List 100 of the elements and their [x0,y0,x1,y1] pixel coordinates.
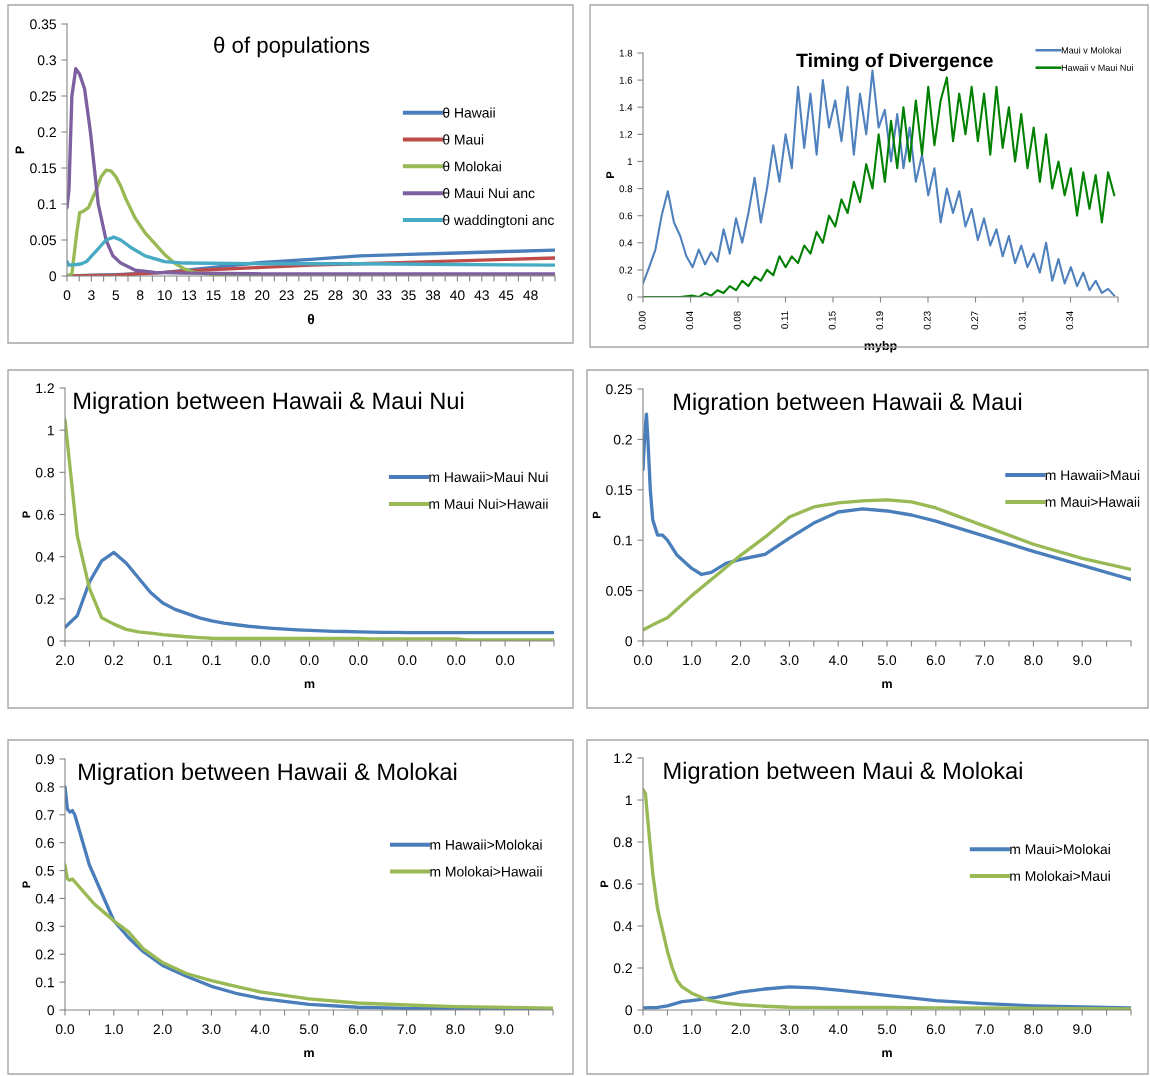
y-tick-label: 0.8 [35,782,54,793]
x-tick-label: 2.0 [731,1024,750,1035]
line-series [67,235,555,267]
x-tick-label: 13 [182,290,197,301]
x-tick-label: 5.0 [877,655,897,666]
y-tick-label: 0.1 [35,977,54,988]
y-tick-label: 0.7 [35,810,54,820]
x-tick-label: 4.0 [828,655,848,666]
x-tick-label: 3.0 [780,1024,799,1035]
y-axis-title: P [22,511,31,518]
x-tick-label: 0.1 [202,655,221,666]
x-tick-label: 7.0 [397,1024,416,1035]
x-tick-label: 2.0 [56,655,75,666]
x-tick-label: 40 [450,290,465,301]
x-axis-title: m [882,1050,892,1058]
x-tick-label: 6.0 [348,1024,367,1035]
x-tick-label: 15 [206,290,221,301]
y-tick-label: 0.6 [35,509,54,520]
legend-label: θ Molokai [443,161,501,172]
x-tick-label: 0.31 [1018,311,1026,330]
x-tick-label: 0.0 [349,655,368,666]
y-tick-label: 1.2 [36,383,54,394]
y-tick-label: 0.3 [35,921,54,932]
x-tick-label: 30 [352,290,367,301]
y-tick-label: 0.8 [613,837,632,848]
x-tick-label: 0.0 [251,655,270,666]
x-tick-label: 43 [474,290,489,301]
y-tick-label: 0.5 [35,865,54,876]
y-tick-label: 1 [627,158,633,165]
x-tick-label: 8 [136,290,144,301]
x-tick-label: 1.0 [683,655,701,666]
legend-label: θ Maui [443,134,484,145]
x-tick-label: 0.0 [633,655,653,666]
legend-label: m Maui Nui>Hawaii [429,498,548,509]
x-tick-label: 20 [255,290,270,301]
y-axis-title: P [15,146,25,154]
x-tick-label: 0.0 [447,655,466,666]
x-tick-label: 7.0 [975,1024,994,1035]
y-tick-label: 1 [47,425,54,436]
x-tick-label: 0.15 [828,311,836,330]
y-tick-label: 0.25 [606,384,632,395]
x-tick-label: 25 [303,290,319,301]
legend-label: Maui v Molokai [1061,46,1121,54]
x-tick-label: 8.0 [1024,1024,1043,1035]
y-tick-label: 0.6 [613,879,632,890]
x-tick-label: 33 [377,290,392,301]
x-tick-label: 7.0 [975,655,994,666]
x-tick-label: 8.0 [1024,655,1043,666]
chart-title: Migration between Hawaii & Maui [674,392,1022,415]
y-tick-label: 0.4 [35,552,55,562]
y-tick-label: 0.3 [37,55,56,66]
x-tick-label: 18 [231,290,245,301]
legend-label: m Maui>Hawaii [1045,496,1140,507]
legend-label: m Hawaii>Maui Nui [429,471,548,483]
x-axis-title: θ [307,313,315,325]
y-axis-title: P [600,880,609,887]
x-tick-label: 5.0 [299,1024,319,1035]
x-tick-label: 9.0 [1073,1024,1092,1035]
x-tick-label: 4.0 [250,1024,270,1035]
x-tick-label: 0.0 [300,655,319,666]
x-tick-label: 2.0 [731,655,750,666]
y-axis-title: P [22,881,31,888]
legend-label: m Hawaii>Maui [1045,469,1140,481]
legend-label: m Hawaii>Molokai [430,839,542,850]
text: θ of populations [214,36,370,58]
line-series [65,550,554,635]
y-tick-label: 0.05 [606,585,632,596]
y-tick-label: 0.8 [619,185,633,193]
x-tick-label: 6.0 [926,1024,945,1035]
y-tick-label: 0 [625,1005,633,1016]
y-tick-label: 0.2 [35,949,54,960]
y-tick-label: 1.6 [619,76,633,84]
x-tick-label: 0.0 [55,1024,75,1035]
x-tick-label: 6.0 [926,655,945,666]
x-tick-label: 0.23 [923,311,931,330]
y-tick-label: 0.4 [35,893,55,904]
legend-label: θ Maui Nui anc [443,188,535,199]
x-tick-label: 0.34 [1066,311,1074,330]
x-tick-label: 9.0 [1073,655,1092,666]
y-tick-label: 0 [625,636,633,647]
x-tick-label: 0.1 [153,655,172,666]
x-tick-label: 38 [425,290,441,301]
y-tick-label: 0.35 [30,19,56,30]
x-tick-label: 0.08 [733,311,741,330]
x-tick-label: 5.0 [877,1024,897,1035]
y-tick-label: 0.05 [30,235,56,246]
y-tick-label: 0.2 [613,963,632,974]
y-tick-label: 0.2 [35,594,54,604]
chart-title: Migration between Maui & Molokai [664,761,1022,784]
x-tick-label: 0.11 [781,311,789,329]
y-tick-label: 0.6 [35,838,54,848]
x-tick-label: 10 [157,290,172,301]
x-tick-label: 0.04 [686,311,694,330]
y-tick-label: 1 [625,795,632,806]
x-tick-label: 48 [523,290,538,301]
x-tick-label: 2.0 [153,1024,172,1035]
x-tick-label: 23 [279,290,294,301]
y-tick-label: 0.25 [30,91,56,102]
x-tick-label: 0.27 [971,311,979,330]
y-tick-label: 0 [47,1005,55,1016]
